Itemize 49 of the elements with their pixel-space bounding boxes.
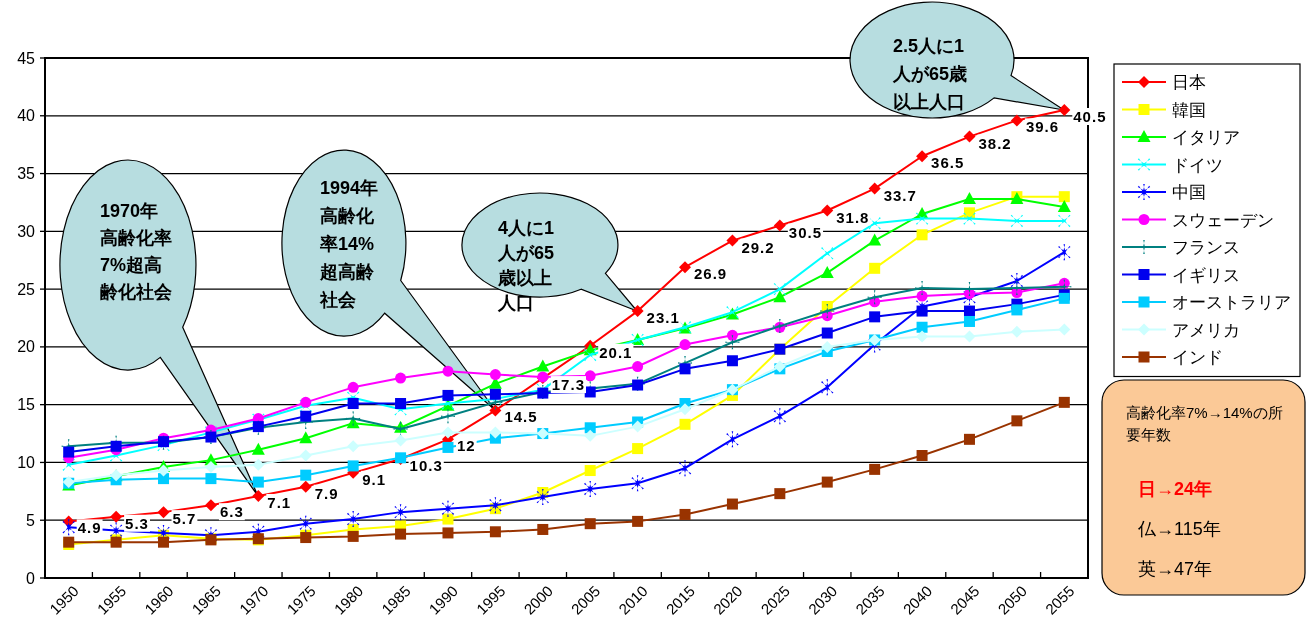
annotation: 1994年高齢化率14%超高齢社会 xyxy=(319,178,379,310)
annotation: 1970年高齢化率7%超高齢化社会 xyxy=(100,201,173,302)
data-label: 36.5 xyxy=(931,154,965,172)
data-label: 30.5 xyxy=(788,223,823,241)
legend-label: アメリカ xyxy=(1172,320,1240,340)
data-label: 26.9 xyxy=(694,265,728,283)
data-label: 23.1 xyxy=(646,309,680,327)
data-label: 38.2 xyxy=(978,134,1012,152)
data-label: 17.3 xyxy=(551,376,585,394)
data-label: 12 xyxy=(456,437,476,455)
legend-label: オーストラリア xyxy=(1172,293,1291,312)
data-label: 5.3 xyxy=(125,514,149,532)
data-label: 5.7 xyxy=(172,510,197,528)
y-tick-label: 20 xyxy=(17,338,36,356)
data-label: 7.9 xyxy=(314,484,339,502)
data-label: 14.5 xyxy=(504,408,538,426)
legend-label: 中国 xyxy=(1172,183,1206,202)
y-tick-label: 10 xyxy=(17,453,36,471)
data-label: 9.1 xyxy=(362,470,387,488)
callout-bubble: 4人に1人が65歳以上人口 xyxy=(461,192,638,313)
data-label: 10.3 xyxy=(409,456,443,474)
annotation: 2.5人に1人が65歳以上人口 xyxy=(892,36,968,112)
y-tick-label: 0 xyxy=(26,569,36,587)
data-label: 40.5 xyxy=(1073,108,1107,125)
legend-label: 日本 xyxy=(1172,73,1206,92)
annotation: 4人に1人が65歳以上人口 xyxy=(497,218,555,313)
y-tick-label: 30 xyxy=(17,222,36,240)
data-label: 4.9 xyxy=(77,519,102,537)
legend-label: イギリス xyxy=(1172,265,1240,285)
data-label: 33.7 xyxy=(883,186,917,204)
legend-label: インド xyxy=(1172,348,1223,367)
y-tick-label: 15 xyxy=(17,396,36,414)
data-label: 6.3 xyxy=(219,503,244,521)
data-label: 39.6 xyxy=(1025,118,1060,136)
data-label: 20.1 xyxy=(599,343,633,361)
y-tick-label: 25 xyxy=(17,280,36,298)
note-box: 高齢化率7%→14%の所要年数 日→24年 仏→115年 英→47年 xyxy=(1101,379,1306,596)
data-label: 29.2 xyxy=(741,238,775,256)
data-label: 31.8 xyxy=(836,208,870,226)
legend-label: イタリア xyxy=(1172,128,1240,147)
legend-label: フランス xyxy=(1172,238,1240,257)
y-tick-label: 40 xyxy=(17,107,36,125)
y-tick-label: 45 xyxy=(17,49,36,67)
data-label: 7.1 xyxy=(267,493,292,511)
legend-label: 韓国 xyxy=(1172,100,1206,120)
y-tick-label: 5 xyxy=(26,511,36,529)
y-tick-label: 35 xyxy=(17,165,36,183)
legend-label: ドイツ xyxy=(1172,155,1223,175)
legend-label: スウェーデン xyxy=(1172,210,1274,230)
